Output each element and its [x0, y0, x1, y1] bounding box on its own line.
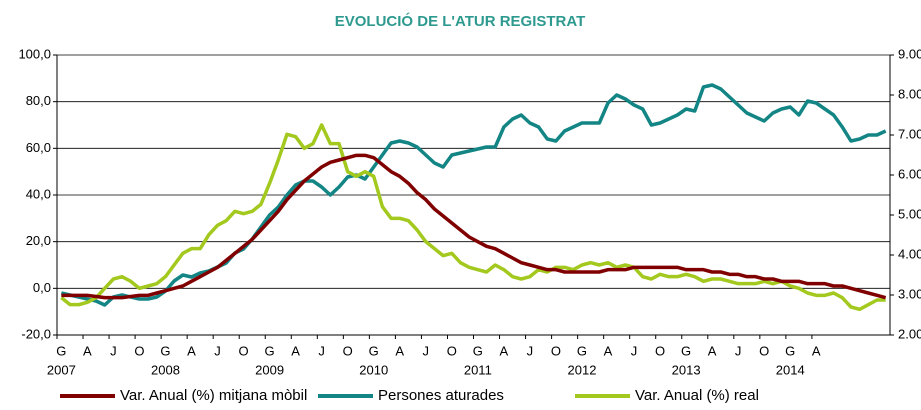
x-tick-label: A: [604, 343, 613, 358]
y-tick-label: 80,0: [26, 93, 51, 108]
series-line: [61, 153, 887, 300]
y2-tick-label: 3.000: [898, 286, 921, 301]
year-label: 2010: [359, 362, 388, 377]
x-tick-label: J: [214, 343, 221, 358]
year-label: 2008: [151, 362, 180, 377]
x-tick-label: O: [655, 343, 665, 358]
x-tick-label: A: [708, 343, 717, 358]
y2-tick-label: 6.000: [898, 166, 921, 181]
y2-tick-label: 5.000: [898, 206, 921, 221]
x-tick-label: O: [343, 343, 353, 358]
x-tick-label: J: [735, 343, 742, 358]
y-tick-label: 0,0: [33, 280, 51, 295]
chart-title: EVOLUCIÓ DE L'ATUR REGISTRAT: [335, 12, 586, 30]
x-tick-label: A: [83, 343, 92, 358]
year-label: 2009: [255, 362, 284, 377]
y-tick-label: 40,0: [26, 186, 51, 201]
x-tick-label: O: [551, 343, 561, 358]
x-tick-label: J: [110, 343, 117, 358]
x-tick-label: O: [447, 343, 457, 358]
y-tick-label: -20,0: [21, 326, 51, 341]
x-tick-label: G: [56, 343, 66, 358]
series-line: [60, 123, 886, 312]
x-tick-label: A: [187, 343, 196, 358]
x-tick-label: G: [785, 343, 795, 358]
x-tick-label: J: [423, 343, 430, 358]
y-tick-label: 100,0: [18, 46, 51, 61]
x-tick-label: A: [500, 343, 509, 358]
year-label: 2012: [568, 362, 597, 377]
x-tick-label: G: [265, 343, 275, 358]
year-label: 2011: [464, 362, 492, 377]
year-label: 2014: [776, 362, 805, 377]
y2-tick-label: 4.000: [898, 246, 921, 261]
y-tick-label: 20,0: [26, 233, 51, 248]
y2-tick-label: 9.000: [898, 46, 921, 61]
y2-tick-label: 2.000: [898, 326, 921, 341]
x-tick-label: G: [369, 343, 379, 358]
x-tick-label: J: [527, 343, 534, 358]
x-tick-label: G: [160, 343, 170, 358]
x-tick-label: J: [318, 343, 325, 358]
legend-label: Var. Anual (%) real: [635, 387, 759, 404]
x-tick-label: A: [395, 343, 404, 358]
year-label: 2013: [672, 362, 701, 377]
x-tick-label: O: [759, 343, 769, 358]
legend-label: Var. Anual (%) mitjana mòbil: [120, 387, 307, 404]
y2-tick-label: 8.000: [898, 86, 921, 101]
x-tick-label: J: [631, 343, 638, 358]
series-line: [60, 83, 887, 307]
year-label: 2007: [47, 362, 76, 377]
y2-tick-label: 7.000: [898, 126, 921, 141]
y-tick-label: 60,0: [26, 140, 51, 155]
x-tick-label: G: [473, 343, 483, 358]
x-tick-label: A: [291, 343, 300, 358]
x-tick-label: G: [577, 343, 587, 358]
x-tick-label: G: [681, 343, 691, 358]
legend-label: Persones aturades: [378, 387, 504, 404]
x-tick-label: A: [812, 343, 821, 358]
x-tick-label: O: [238, 343, 248, 358]
x-tick-label: O: [134, 343, 144, 358]
